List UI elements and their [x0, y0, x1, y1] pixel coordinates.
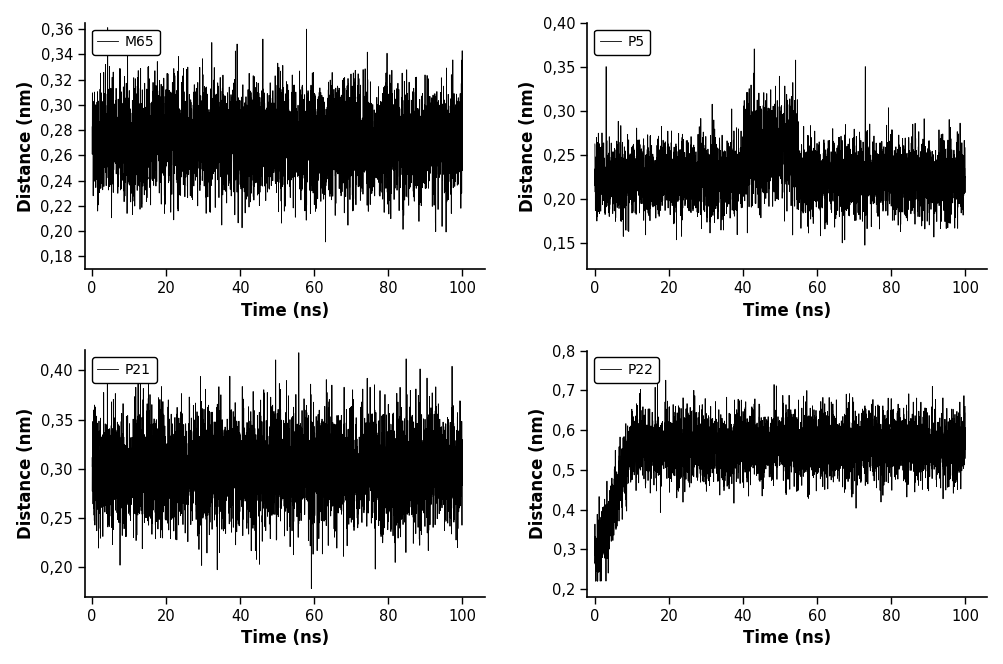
X-axis label: Time (ns): Time (ns) [742, 629, 830, 647]
Y-axis label: Distance (nm): Distance (nm) [17, 80, 35, 212]
Legend: P22: P22 [594, 357, 659, 382]
Legend: P21: P21 [91, 357, 156, 382]
X-axis label: Time (ns): Time (ns) [241, 301, 328, 319]
Y-axis label: Distance (nm): Distance (nm) [519, 80, 537, 212]
X-axis label: Time (ns): Time (ns) [241, 629, 328, 647]
X-axis label: Time (ns): Time (ns) [742, 301, 830, 319]
Legend: P5: P5 [594, 30, 650, 54]
Legend: M65: M65 [91, 30, 160, 54]
Y-axis label: Distance (nm): Distance (nm) [17, 408, 35, 539]
Y-axis label: Distance (nm): Distance (nm) [529, 408, 547, 539]
